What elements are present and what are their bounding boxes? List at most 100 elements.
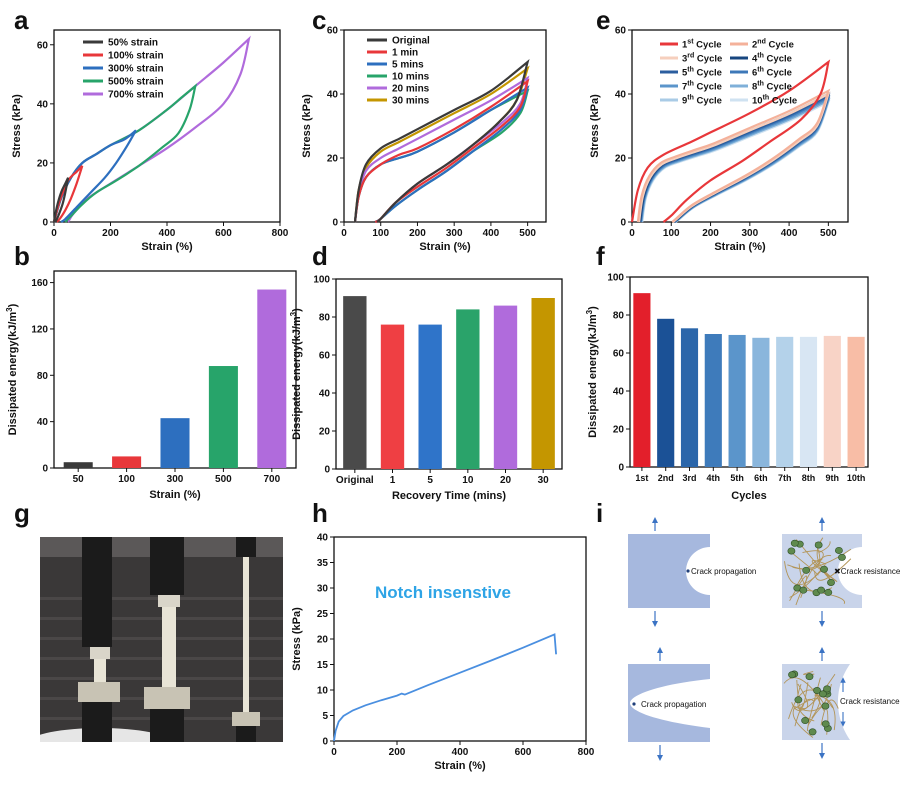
chart-panel-d: 0 20 40 60 80 100 Recovery Time (mins) Dissipat… [289, 275, 563, 502]
y-tick-label: 20 [37, 158, 49, 169]
notch-block-top-right: ✖Crack resistance [782, 517, 901, 627]
unit-superscript: 3 [289, 311, 298, 316]
legend-label: 30 mins [392, 96, 430, 107]
unit-superscript: 3 [585, 309, 594, 314]
bar [456, 309, 480, 469]
y-tick-label: 100 [607, 273, 624, 284]
particle-dot [821, 720, 830, 728]
particle-dot [805, 673, 814, 681]
y-tick-label: 40 [317, 533, 329, 544]
y-tick-label: 80 [613, 311, 625, 322]
particle-dot [788, 671, 796, 679]
polymer-fiber [794, 698, 815, 727]
polymer-fiber [816, 537, 837, 582]
y-tick-label: 20 [327, 154, 339, 165]
series-line [630, 59, 831, 223]
particle-dot [814, 541, 823, 549]
bar [531, 298, 555, 469]
legend-label: 10 mins [392, 72, 430, 83]
legend-label: 300% strain [108, 64, 164, 75]
legend-label: 9th Cycle [682, 95, 722, 107]
legend-word: Cycle [694, 96, 722, 107]
legend-word: Cycle [694, 54, 722, 65]
particle-dot [808, 728, 817, 736]
crack-resistance-label-2: Crack resistance [840, 697, 900, 706]
y-tick-label: 20 [317, 635, 329, 646]
y-tick-label: 35 [317, 558, 329, 569]
category-label: 20 [500, 475, 512, 486]
legend-label: 500% strain [108, 77, 164, 88]
bar [847, 336, 865, 467]
legend-label: 5th Cycle [682, 67, 722, 79]
legend-label: 700% strain [108, 90, 164, 101]
series-line [52, 165, 84, 223]
x-tick-label: 400 [159, 228, 176, 239]
plot-frame [335, 278, 563, 470]
photo-illustration [40, 537, 283, 742]
y-tick-label: 0 [618, 463, 624, 474]
chart-panel-c: 0 20 40 60 0 100 200 300 400 500 Strain (%) Stress … [301, 26, 547, 253]
series-line [636, 88, 831, 223]
x-axis-label: Recovery Time (mins) [392, 490, 506, 502]
polymer-fiber [814, 558, 852, 581]
x-axis-label: Cycles [731, 490, 766, 502]
panel-label-a: a [14, 5, 29, 35]
x-tick-label: 400 [781, 228, 798, 239]
category-label: 300 [167, 474, 184, 485]
particle-dot [821, 702, 830, 710]
plot-frame [631, 29, 849, 223]
y-axis-label: Stress (kPa) [291, 607, 303, 671]
legend-ordinal: th [757, 81, 764, 88]
legend-word: Cycle [694, 82, 722, 93]
category-label: 500 [215, 474, 232, 485]
category-label: 1st [635, 473, 648, 483]
particle-dot [817, 586, 826, 594]
category-label: 2nd [658, 473, 674, 483]
y-tick-label: 40 [319, 389, 331, 400]
bar [823, 335, 841, 467]
category-label: 9th [826, 473, 840, 483]
y-axis-label: Stress (kPa) [11, 94, 23, 158]
polymer-fiber [813, 688, 825, 711]
category-label: 50 [73, 474, 85, 485]
category-label: 1 [390, 475, 396, 486]
bar [728, 334, 746, 467]
x-tick-label: 500 [519, 228, 536, 239]
x-tick-label: 200 [389, 747, 406, 758]
legend-ordinal: th [757, 53, 764, 60]
category-label: 6th [754, 473, 768, 483]
legend-ordinal: st [687, 39, 694, 46]
legend-label: 5 mins [392, 60, 424, 71]
bar [704, 334, 722, 467]
legend-ordinal: th [687, 67, 694, 74]
plot-frame [343, 29, 547, 223]
series-line [333, 633, 557, 742]
polymer-fiber [791, 673, 836, 711]
x-tick-label: 600 [215, 228, 232, 239]
bar [343, 296, 367, 469]
y-tick-label: 40 [327, 90, 339, 101]
polymer-fiber [793, 697, 821, 719]
particle-dot [813, 687, 821, 695]
legend-label: 20 mins [392, 84, 430, 95]
y-tick-label: 120 [31, 324, 48, 335]
category-label: 5 [427, 475, 433, 486]
y-tick-label: 60 [613, 349, 625, 360]
chart-panel-b: 0 40 80 120 160 Strain (%) Dissipated energy(k… [5, 270, 297, 501]
y-tick-label: 160 [31, 278, 48, 289]
legend-label: 8th Cycle [752, 81, 792, 93]
y-tick-label: 0 [620, 218, 626, 229]
series-line [52, 177, 70, 223]
particle-dot [802, 566, 811, 574]
bar [160, 418, 190, 468]
panel-label-f: f [596, 241, 605, 271]
y-tick-label: 5 [322, 711, 328, 722]
legend-label: 1st Cycle [682, 39, 722, 51]
chart-annotation: Notch insenstive [375, 583, 511, 602]
panel-label-e: e [596, 5, 611, 35]
notch-block-bottom-right: Crack resistance [782, 647, 900, 759]
legend-ordinal: th [687, 81, 694, 88]
y-axis-label: Dissipated energy(kJ/m3) [585, 306, 599, 438]
bar [112, 456, 142, 468]
